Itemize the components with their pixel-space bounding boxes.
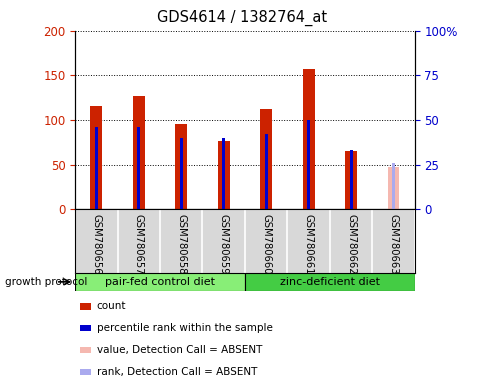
Text: rank, Detection Call = ABSENT: rank, Detection Call = ABSENT xyxy=(96,367,257,377)
Text: GSM780658: GSM780658 xyxy=(176,214,186,274)
Bar xyxy=(349,151,352,209)
Bar xyxy=(244,273,414,291)
Text: percentile rank within the sample: percentile rank within the sample xyxy=(96,323,272,333)
Text: pair-fed control diet: pair-fed control diet xyxy=(105,277,214,287)
Bar xyxy=(137,127,140,209)
Text: count: count xyxy=(96,301,126,311)
Bar xyxy=(180,138,182,209)
Text: GSM780659: GSM780659 xyxy=(218,214,228,274)
Text: growth protocol: growth protocol xyxy=(5,277,87,287)
Bar xyxy=(391,163,394,209)
Bar xyxy=(90,106,102,209)
Bar xyxy=(217,141,229,209)
Bar xyxy=(259,109,272,209)
Text: GSM780657: GSM780657 xyxy=(134,214,144,274)
Text: GDS4614 / 1382764_at: GDS4614 / 1382764_at xyxy=(157,10,327,26)
Bar xyxy=(133,96,144,209)
Text: GSM780662: GSM780662 xyxy=(345,214,355,274)
Text: GSM780663: GSM780663 xyxy=(388,214,398,274)
Text: GSM780661: GSM780661 xyxy=(303,214,313,274)
Bar xyxy=(302,69,314,209)
Text: GSM780656: GSM780656 xyxy=(91,214,101,274)
Bar xyxy=(95,127,98,209)
Bar xyxy=(306,120,309,209)
Text: GSM780660: GSM780660 xyxy=(260,214,271,274)
Bar xyxy=(387,167,398,209)
Bar xyxy=(175,124,187,209)
Text: zinc-deficient diet: zinc-deficient diet xyxy=(279,277,379,287)
Bar xyxy=(75,273,244,291)
Bar xyxy=(344,151,356,209)
Text: value, Detection Call = ABSENT: value, Detection Call = ABSENT xyxy=(96,345,261,355)
Bar xyxy=(222,138,225,209)
Bar xyxy=(264,134,267,209)
